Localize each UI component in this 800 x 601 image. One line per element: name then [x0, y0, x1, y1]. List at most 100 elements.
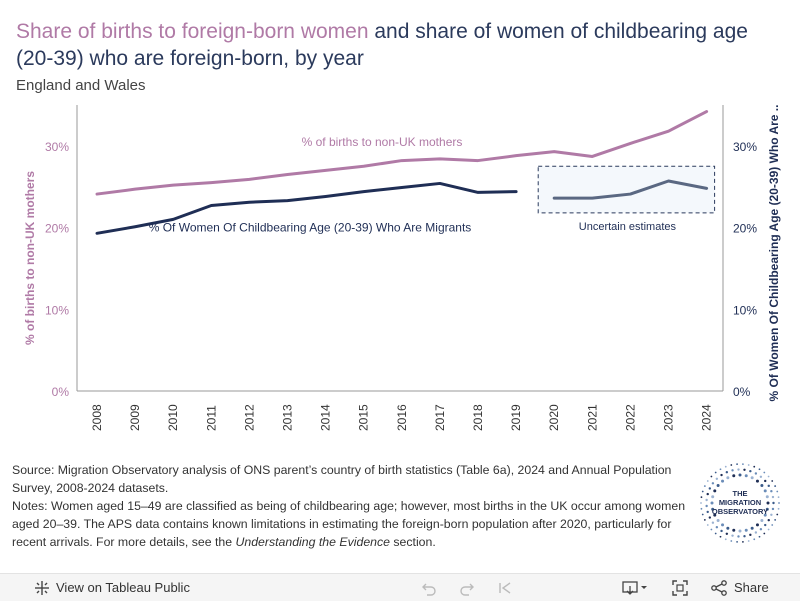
logo-dot [738, 529, 742, 533]
logo-dot [706, 510, 709, 514]
logo-dot [764, 479, 767, 483]
logo-dot [725, 470, 729, 474]
logo-dot [711, 507, 715, 511]
undo-icon [421, 580, 437, 596]
logo-dot [763, 513, 767, 517]
logo-dot [753, 465, 756, 468]
x-tick-label: 2024 [700, 404, 714, 431]
logo-dot [763, 489, 767, 493]
logo-dot [710, 528, 713, 531]
logo-dot [721, 479, 725, 483]
right-tick-label: 0% [733, 385, 751, 399]
logo-dot [724, 538, 727, 541]
view-on-tableau-label: View on Tableau Public [56, 580, 190, 595]
uncertain-women-line [552, 179, 709, 200]
view-on-tableau-button[interactable]: View on Tableau Public [34, 574, 190, 601]
logo-dot [749, 533, 752, 537]
x-tick-label: 2011 [204, 405, 218, 431]
logo-dot [767, 484, 770, 488]
redo-icon [459, 580, 475, 596]
logo-dot [738, 473, 742, 477]
right-tick-label: 30% [733, 140, 757, 154]
logo-dot [742, 463, 744, 466]
revert-button[interactable] [497, 574, 513, 601]
download-button[interactable] [622, 574, 648, 601]
logo-dot [716, 518, 720, 522]
uncertain-estimates-label: Uncertain estimates [579, 221, 677, 233]
logo-dot [767, 518, 770, 522]
logo-dot [715, 477, 719, 480]
logo-text-migration: MIGRATION [719, 498, 761, 507]
left-tick-label: 10% [45, 303, 69, 317]
logo-dot [750, 476, 754, 480]
logo-dot [744, 474, 748, 478]
logo-dot [700, 502, 702, 504]
logo-dot [778, 502, 780, 504]
logo-dot [747, 540, 750, 542]
tableau-toolbar: View on Tableau Public Share [0, 573, 800, 601]
title-women-part: and share of women of childbearing age (… [16, 20, 748, 70]
logo-dot [724, 465, 727, 468]
logo-dot [765, 507, 769, 511]
logo-dot [758, 468, 761, 471]
logo-dot [720, 473, 723, 477]
x-tick-label: 2017 [433, 404, 447, 431]
x-tick-label: 2021 [585, 404, 599, 431]
undo-button[interactable] [421, 574, 437, 601]
logo-dot [758, 535, 761, 538]
logo-dot [771, 524, 774, 526]
understanding-evidence-link[interactable]: Understanding the Evidence [235, 535, 390, 549]
redo-button[interactable] [459, 574, 475, 601]
x-tick-label: 2010 [166, 404, 180, 431]
logo-dot [754, 531, 758, 534]
women-series-label: % Of Women Of Childbearing Age (20-39) W… [149, 221, 472, 235]
logo-dot [743, 468, 746, 472]
logo-dot [767, 528, 770, 531]
x-tick-label: 2022 [623, 404, 637, 431]
logo-dot [730, 464, 733, 466]
logo-dot [703, 519, 706, 521]
logo-dot [767, 475, 770, 478]
left-axis-title: % of births to non-UK mothers [23, 171, 37, 345]
logo-dot [759, 527, 763, 531]
logo-dot [701, 513, 704, 516]
logo-dot [726, 476, 730, 480]
left-tick-label: 20% [45, 222, 69, 236]
logo-dot [759, 475, 763, 479]
logo-dot [742, 540, 744, 543]
logo-dot [750, 526, 754, 530]
tableau-logo-icon [34, 580, 50, 596]
notes-body: Notes: Women aged 15–49 are classified a… [12, 499, 686, 549]
logo-dot [747, 464, 750, 466]
logo-dot [725, 532, 729, 536]
logo-dot [743, 534, 746, 538]
logo-dot [771, 507, 775, 511]
logo-text-observatory: OBSERVATORY [712, 507, 768, 516]
share-button[interactable]: Share [711, 574, 769, 601]
uncertain-estimates-box [537, 165, 716, 214]
x-tick-label: 2016 [395, 404, 409, 431]
logo-dot [760, 484, 764, 488]
x-tick-label: 2020 [547, 404, 561, 431]
logo-dot [776, 490, 779, 493]
logo-text-the: THE [733, 489, 748, 498]
logo-dot [771, 480, 774, 482]
chart-title: Share of births to foreign-born women an… [16, 18, 786, 72]
women-migrants-line [95, 181, 518, 235]
footer-notes: Source: Migration Observatory analysis o… [12, 461, 702, 551]
logo-dot [755, 479, 759, 483]
x-tick-label: 2018 [471, 404, 485, 431]
logo-dot [713, 489, 717, 493]
logo-dot [736, 540, 738, 543]
logo-dot [708, 516, 712, 519]
logo-dot [770, 513, 773, 516]
logo-dot [731, 534, 734, 537]
logo-dot [764, 523, 767, 527]
fullscreen-button[interactable] [672, 574, 688, 601]
births-series-label: % of births to non-UK mothers [302, 135, 463, 149]
logo-dot [771, 495, 775, 499]
logo-dot [711, 521, 715, 524]
chart-marks: Uncertain estimates % of births to non-UK… [95, 110, 716, 235]
logo-dot [777, 507, 780, 510]
logo-dot [726, 526, 730, 530]
